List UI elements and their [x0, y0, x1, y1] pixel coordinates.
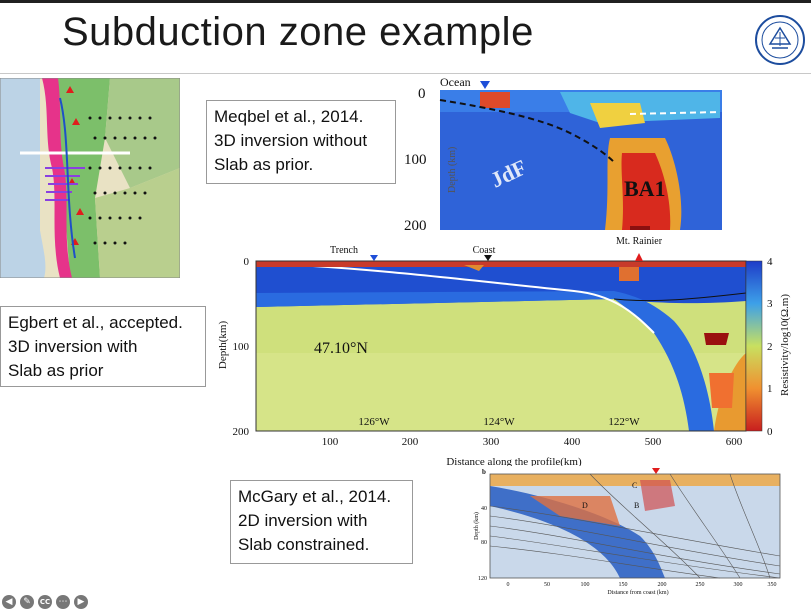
station-map-figure — [0, 78, 180, 278]
y-tick: 100 — [233, 341, 250, 353]
x-tick: 250 — [696, 582, 705, 588]
forward-icon[interactable]: ▶ — [74, 595, 88, 609]
caption-egbert: Egbert et al., accepted. 3D inversion wi… — [0, 306, 206, 387]
longitude-label: 122°W — [608, 416, 640, 428]
caption-line: 2D inversion with — [238, 511, 368, 530]
caption-line: Egbert et al., accepted. — [8, 313, 183, 332]
anomaly-label: C — [632, 481, 637, 490]
title-divider — [0, 73, 811, 74]
x-tick: 200 — [402, 436, 419, 448]
trench-label: Trench — [330, 245, 358, 256]
longitude-label: 126°W — [358, 416, 390, 428]
colorbar-tick: 2 — [767, 341, 773, 353]
latitude-label: 47.10°N — [314, 340, 368, 357]
egbert-section-figure: Trench Coast Mt. Rainier 47.10°N 126°W 1… — [217, 236, 791, 468]
caption-mcgary: McGary et al., 2014. 2D inversion with S… — [230, 480, 413, 564]
caption-meqbel: Meqbel et al., 2014. 3D inversion withou… — [206, 100, 396, 184]
back-icon[interactable]: ◀ — [2, 595, 16, 609]
caption-line: 3D inversion with — [8, 337, 138, 356]
mcgary-x-axis-label: Distance from coast (km) — [607, 589, 668, 596]
x-tick: 100 — [581, 582, 590, 588]
x-tick: 0 — [507, 582, 510, 588]
university-seal-logo — [755, 15, 805, 65]
anomaly-label: B — [634, 501, 639, 510]
caption-line: Meqbel et al., 2014. — [214, 107, 364, 126]
x-tick: 400 — [564, 436, 581, 448]
caption-line: 3D inversion without — [214, 131, 368, 150]
volcano-marker-icon — [635, 253, 643, 261]
y-tick: 0 — [244, 256, 250, 268]
colorbar-tick: 4 — [767, 256, 773, 268]
window-top-bar — [0, 0, 811, 3]
colorbar-tick: 3 — [767, 298, 773, 310]
captions-icon[interactable]: CC — [38, 595, 52, 609]
x-tick: 200 — [658, 582, 667, 588]
mcgary-section-figure: b Depth (km) 40 80 120 0 50 100 150 200 … — [470, 466, 784, 598]
ocean-label: Ocean — [440, 78, 471, 89]
caption-line: Slab as prior. — [214, 155, 314, 174]
slide-title: Subduction zone example — [62, 10, 534, 54]
caption-line: McGary et al., 2014. — [238, 487, 392, 506]
coast-marker-icon — [484, 255, 492, 261]
colorbar-label: Resistivity/log10(Ω.m) — [779, 294, 791, 396]
rainier-label: Mt. Rainier — [616, 236, 663, 247]
x-tick: 350 — [768, 582, 777, 588]
trench-marker-icon — [370, 255, 378, 261]
x-tick: 500 — [645, 436, 662, 448]
caption-line: Slab as prior — [8, 361, 104, 380]
depth-tick: 100 — [404, 152, 427, 168]
volcano-marker-icon — [652, 468, 660, 474]
y-tick: 200 — [233, 426, 250, 438]
colorbar-tick: 1 — [767, 383, 773, 395]
x-tick: 600 — [726, 436, 743, 448]
y-tick: 120 — [478, 576, 487, 582]
egbert-y-axis-label: Depth(km) — [217, 321, 229, 370]
caption-line: Slab constrained. — [238, 535, 370, 554]
y-tick: 80 — [481, 540, 487, 546]
meqbel-section-figure: Ocean 0 100 200 Depth (km) JdF BA1 — [400, 78, 722, 230]
mcgary-y-axis-label: Depth (km) — [473, 512, 480, 540]
egbert-x-axis-label: Distance along the profile(km) — [446, 456, 582, 468]
anomaly-label: D — [582, 501, 588, 510]
y-tick: 40 — [481, 506, 487, 512]
more-icon[interactable]: ⋯ — [56, 595, 70, 609]
ba1-label: BA1 — [624, 176, 666, 201]
pen-icon[interactable]: ✎ — [20, 595, 34, 609]
longitude-label: 124°W — [483, 416, 515, 428]
meqbel-axis-label: Depth (km) — [447, 147, 458, 193]
panel-label: b — [482, 468, 486, 476]
x-tick: 100 — [322, 436, 339, 448]
x-tick: 50 — [544, 582, 550, 588]
depth-tick: 0 — [418, 86, 426, 102]
depth-tick: 200 — [404, 218, 427, 230]
x-tick: 300 — [734, 582, 743, 588]
coast-label: Coast — [473, 245, 496, 256]
x-tick: 300 — [483, 436, 500, 448]
colorbar-tick: 0 — [767, 426, 773, 438]
x-tick: 150 — [619, 582, 628, 588]
trench-marker-icon — [480, 81, 490, 89]
